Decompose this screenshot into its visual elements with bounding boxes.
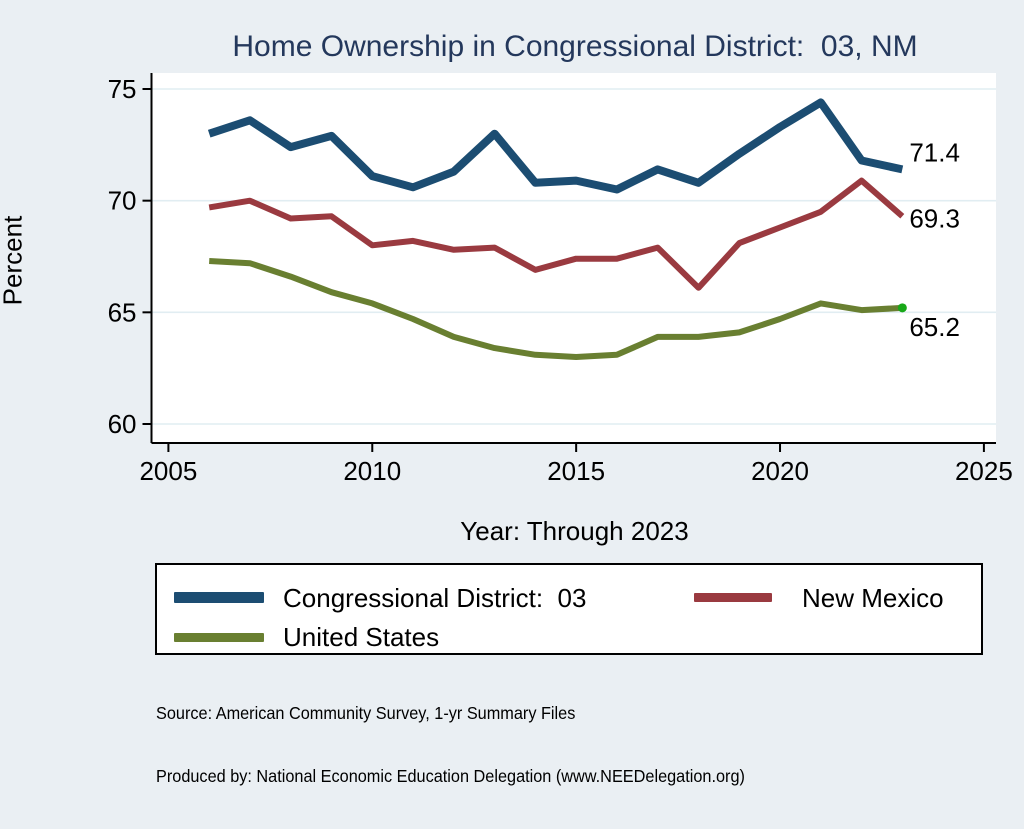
footer-produced-by: Produced by: National Economic Education… (156, 766, 745, 786)
x-tick-label-2005: 2005 (139, 456, 197, 486)
series-line-cd03 (207, 98, 904, 194)
y-tick-label-60: 60 (108, 409, 137, 439)
x-tick-label-2020: 2020 (751, 456, 809, 486)
legend-swatch-nm (694, 593, 772, 602)
chart-title: Home Ownership in Congressional District… (232, 30, 918, 63)
y-tick-label-65: 65 (108, 297, 137, 327)
plot-svg: 60 65 70 75 2005 2010 2015 2020 2025 71.4 69.3 65.2 (108, 73, 1013, 486)
x-tick-label-2025: 2025 (955, 456, 1013, 486)
x-axis-title: Year: Through 2023 (460, 516, 689, 546)
footer-notes: Source: American Community Survey, 1-yr … (156, 661, 745, 829)
series-line-us (209, 258, 903, 360)
x-tick-label-2015: 2015 (547, 456, 605, 486)
legend-label-nm: New Mexico (802, 583, 944, 613)
y-tick-label-70: 70 (108, 186, 137, 216)
legend-label-cd03: Congressional District: 03 (283, 583, 587, 613)
legend: Congressional District: 03 New Mexico Un… (155, 563, 983, 655)
x-tick-label-2010: 2010 (343, 456, 401, 486)
end-value-label-us: 65.2 (909, 312, 960, 342)
series-end-marker-us (897, 303, 907, 313)
end-value-label-cd03: 71.4 (909, 137, 960, 167)
legend-label-us: United States (283, 622, 440, 652)
end-value-label-nm: 69.3 (909, 203, 960, 233)
series-line-nm (208, 177, 905, 291)
chart-figure: Home Ownership in Congressional District… (0, 30, 1013, 786)
y-tick-label-75: 75 (108, 74, 137, 104)
legend-swatch-cd03 (174, 592, 264, 603)
legend-swatch-us (174, 633, 264, 642)
footer-source: Source: American Community Survey, 1-yr … (156, 703, 576, 723)
